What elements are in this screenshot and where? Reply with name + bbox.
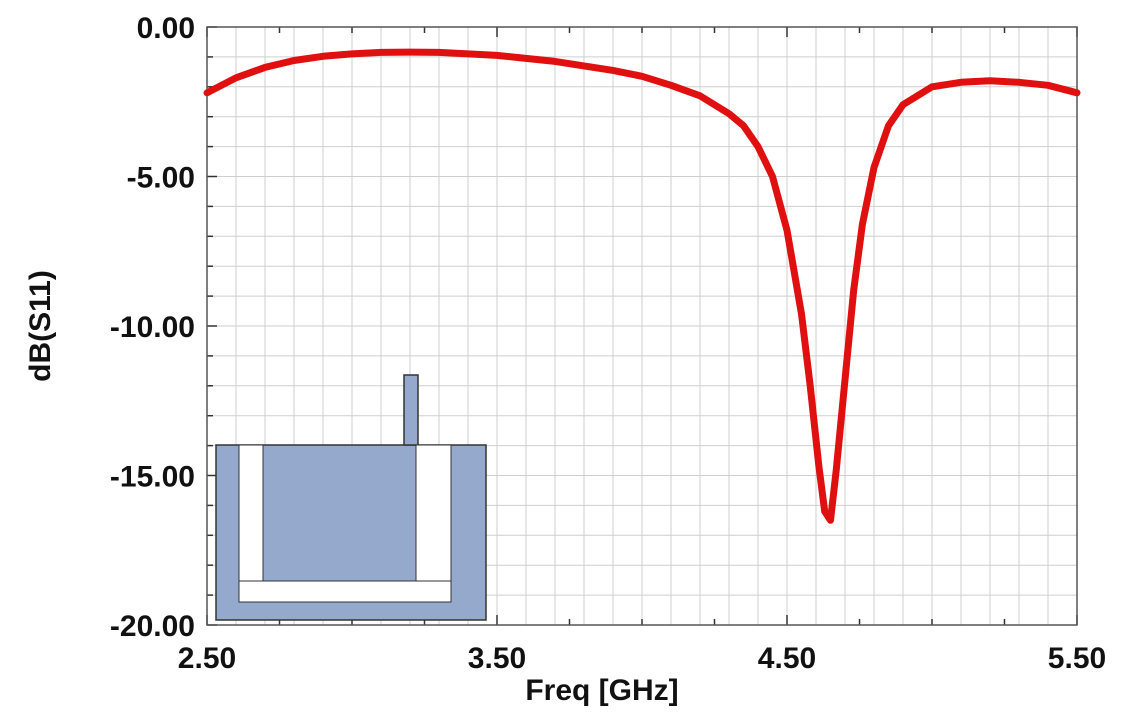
- inset-feed-line: [403, 374, 419, 446]
- x-tick-label: 4.50: [758, 642, 816, 675]
- series-layer: [203, 48, 1081, 524]
- y-tick-label: 0.00: [137, 12, 195, 45]
- antenna-inset-diagram: [215, 374, 487, 621]
- grid: [206, 26, 1078, 626]
- x-tick-labels: 2.50 3.50 4.50 5.50: [178, 642, 1106, 675]
- inset-slot-bottom: [238, 580, 452, 603]
- y-tick-label: -20.00: [110, 610, 195, 643]
- y-tick-labels: 0.00 -5.00 -10.00 -15.00 -20.00: [110, 12, 195, 643]
- y-axis-label: dB(S11): [24, 270, 57, 382]
- series-line-1: [203, 48, 1081, 524]
- plot-frame: [206, 26, 1078, 626]
- x-tick-label: 3.50: [468, 642, 526, 675]
- x-tick-label: 5.50: [1048, 642, 1106, 675]
- x-tick-label: 2.50: [178, 642, 236, 675]
- y-tick-label: -15.00: [110, 461, 195, 494]
- inset-slot-right: [415, 444, 452, 583]
- inset-slot-left: [238, 444, 264, 583]
- y-tick-label: -5.00: [127, 162, 195, 195]
- y-tick-label: -10.00: [110, 311, 195, 344]
- x-axis-label: Freq [GHz]: [525, 674, 678, 707]
